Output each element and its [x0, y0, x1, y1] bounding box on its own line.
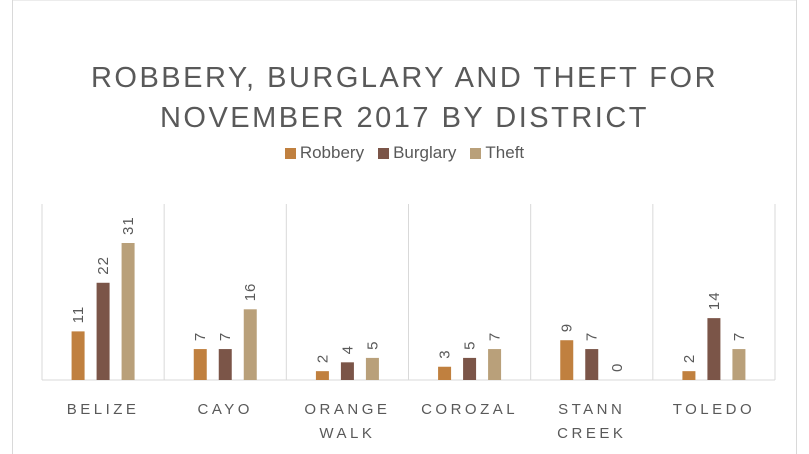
bar: [488, 349, 502, 380]
value-label: 5: [364, 341, 381, 350]
value-label: 7: [731, 332, 748, 341]
value-label: 3: [437, 349, 454, 358]
legend-item: Burglary: [378, 143, 456, 163]
value-label: 31: [120, 216, 137, 235]
value-label: 14: [706, 291, 723, 310]
legend: Robbery Burglary Theft: [0, 143, 809, 163]
x-tick-label: ORANGE WALK: [304, 401, 391, 442]
legend-swatch: [470, 147, 482, 159]
legend-item: Theft: [470, 143, 524, 163]
x-tick-label: STANN CREEK: [557, 401, 627, 442]
legend-item: Robbery: [284, 143, 365, 163]
legend-swatch: [378, 147, 390, 159]
bar: [71, 331, 85, 380]
x-tick-label: COROZAL: [421, 401, 519, 418]
bar: [218, 349, 232, 380]
legend-label: Burglary: [393, 143, 457, 162]
bar: [438, 366, 452, 380]
value-label: 11: [70, 306, 87, 324]
bar: [463, 357, 477, 380]
value-label: 7: [217, 332, 234, 341]
value-label: 7: [487, 332, 504, 341]
legend-swatch: [284, 147, 296, 159]
legend-label: Robbery: [299, 143, 365, 162]
x-tick-label: CAYO: [197, 401, 253, 418]
legend-label: Theft: [485, 143, 525, 162]
value-label: 4: [339, 345, 356, 354]
value-label: 2: [681, 354, 698, 363]
bar: [243, 309, 257, 380]
value-label: 9: [559, 323, 576, 332]
chart-border: [12, 0, 797, 454]
bar: [732, 349, 746, 380]
value-label: 16: [242, 283, 259, 302]
bar: [193, 349, 207, 380]
bar: [560, 340, 574, 380]
value-label: 0: [609, 363, 626, 372]
value-label: 5: [462, 341, 479, 350]
value-label: 7: [584, 332, 601, 341]
bar: [315, 371, 329, 380]
bar: [340, 362, 354, 380]
bar: [682, 371, 696, 380]
chart-title: ROBBERY, BURGLARY AND THEFT FOR NOVEMBER…: [90, 62, 719, 134]
x-tick-label: TOLEDO: [672, 401, 756, 418]
value-label: 2: [314, 354, 331, 363]
value-label: 7: [192, 332, 209, 341]
bar: [96, 282, 110, 380]
value-label: 22: [95, 256, 112, 275]
bar: [121, 243, 135, 380]
bar: [707, 318, 721, 380]
bar: [585, 349, 599, 380]
bar: [365, 357, 379, 380]
x-tick-label: BELIZE: [66, 401, 140, 418]
